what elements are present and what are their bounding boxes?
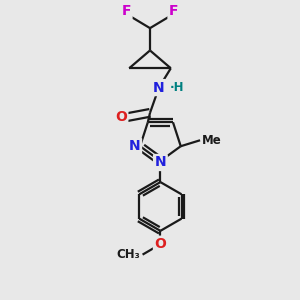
- Text: N: N: [153, 81, 165, 94]
- Text: F: F: [122, 4, 131, 18]
- Text: CH₃: CH₃: [116, 248, 140, 261]
- Text: N: N: [129, 139, 140, 153]
- Text: ·H: ·H: [170, 81, 185, 94]
- Text: Me: Me: [202, 134, 221, 147]
- Text: O: O: [154, 237, 166, 251]
- Text: O: O: [115, 110, 127, 124]
- Text: N: N: [154, 155, 166, 170]
- Text: F: F: [169, 4, 178, 18]
